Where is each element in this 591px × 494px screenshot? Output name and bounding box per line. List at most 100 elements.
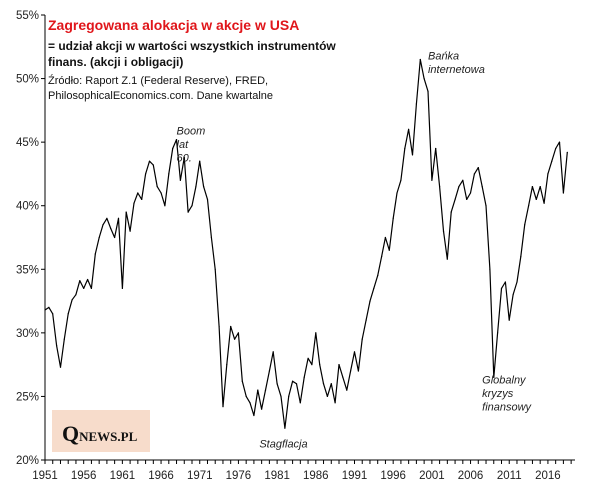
data-point — [179, 179, 181, 181]
data-point — [319, 364, 321, 366]
data-point — [473, 173, 475, 175]
data-point — [477, 167, 479, 169]
data-point — [83, 287, 85, 289]
data-point — [199, 160, 201, 162]
data-point — [98, 236, 100, 239]
x-tick-label: 1961 — [110, 470, 136, 482]
data-point — [141, 198, 143, 200]
data-point — [218, 325, 220, 328]
y-axis-ticks: 20% 25% 30% 35% 40% 45% 50% 55% — [16, 10, 45, 467]
data-point — [423, 78, 425, 80]
data-point — [500, 287, 503, 289]
data-point — [411, 154, 414, 156]
data-point — [59, 366, 62, 368]
data-point — [234, 338, 236, 340]
y-tick-label: 30% — [16, 328, 39, 340]
data-point — [508, 319, 510, 321]
data-point — [342, 376, 344, 378]
data-point — [558, 141, 561, 143]
data-point — [485, 205, 487, 207]
y-tick-label: 35% — [16, 264, 39, 276]
data-point — [504, 281, 506, 283]
data-point — [555, 147, 557, 150]
data-point — [71, 299, 73, 301]
x-tick-label: 1976 — [226, 470, 252, 482]
data-point — [489, 268, 491, 270]
logo-background — [52, 410, 150, 452]
x-tick-label: 1981 — [264, 470, 290, 482]
data-point — [237, 332, 239, 334]
data-point — [67, 313, 69, 315]
data-point — [44, 309, 46, 311]
data-point — [361, 338, 363, 340]
data-point — [462, 179, 464, 181]
data-point — [404, 147, 406, 150]
data-point — [245, 395, 247, 397]
data-point — [203, 186, 205, 188]
x-tick-label: 1966 — [148, 470, 174, 482]
data-point — [110, 228, 112, 230]
annotation-line: kryzys — [482, 388, 514, 400]
x-tick-label: 2006 — [458, 470, 484, 482]
data-point — [210, 236, 212, 239]
data-point — [187, 211, 189, 213]
x-axis-ticks: 1951 1956 1961 1966 1971 1976 1981 1986 1991 1996… — [32, 460, 572, 482]
data-point — [63, 338, 65, 340]
data-point — [164, 205, 166, 207]
data-point — [48, 306, 50, 308]
data-point — [419, 58, 421, 61]
x-tick-label: 1956 — [71, 470, 97, 482]
data-point — [257, 389, 259, 391]
chart-subtitle-line-2: finans. (akcji i obligacji) — [48, 55, 183, 69]
data-point — [369, 300, 371, 302]
data-point — [222, 406, 224, 408]
data-point — [268, 370, 270, 372]
data-point — [353, 351, 356, 353]
data-point — [311, 364, 313, 366]
data-point — [458, 186, 460, 188]
data-point — [214, 268, 216, 270]
data-point — [400, 179, 402, 181]
data-point — [183, 156, 185, 158]
data-point — [466, 198, 468, 200]
data-point — [357, 370, 359, 372]
data-point — [226, 364, 228, 366]
data-point — [152, 164, 154, 166]
data-point — [241, 380, 243, 382]
series-group — [44, 58, 568, 429]
data-point — [299, 402, 301, 404]
data-point — [442, 230, 445, 232]
data-point — [330, 383, 332, 385]
data-point — [547, 173, 549, 175]
chart-source-line-2: PhilosophicalEconomics.com. Dane kwartal… — [48, 90, 273, 102]
data-point — [535, 198, 537, 200]
data-point — [346, 389, 348, 391]
data-point — [168, 173, 170, 175]
data-point — [524, 224, 526, 226]
data-point — [90, 287, 92, 289]
data-point — [322, 383, 325, 385]
data-point — [381, 256, 383, 258]
axes — [44, 15, 575, 461]
x-tick-label: 1951 — [32, 470, 58, 482]
data-point — [160, 192, 162, 194]
data-point — [261, 408, 263, 410]
annotation-line: Globalny — [482, 375, 527, 387]
data-point — [133, 202, 135, 204]
data-point — [315, 332, 317, 334]
data-point — [435, 147, 437, 150]
data-point — [481, 186, 483, 188]
annotation-line: Bańka — [428, 51, 459, 63]
annotation: Stagflacja — [259, 438, 307, 450]
data-point — [137, 192, 139, 194]
data-point — [75, 294, 77, 296]
x-tick-label: 1971 — [187, 470, 213, 482]
annotation-line: 60. — [177, 153, 192, 165]
data-point — [539, 186, 541, 188]
data-point — [52, 313, 54, 315]
data-point — [129, 230, 131, 232]
data-point — [334, 402, 336, 404]
